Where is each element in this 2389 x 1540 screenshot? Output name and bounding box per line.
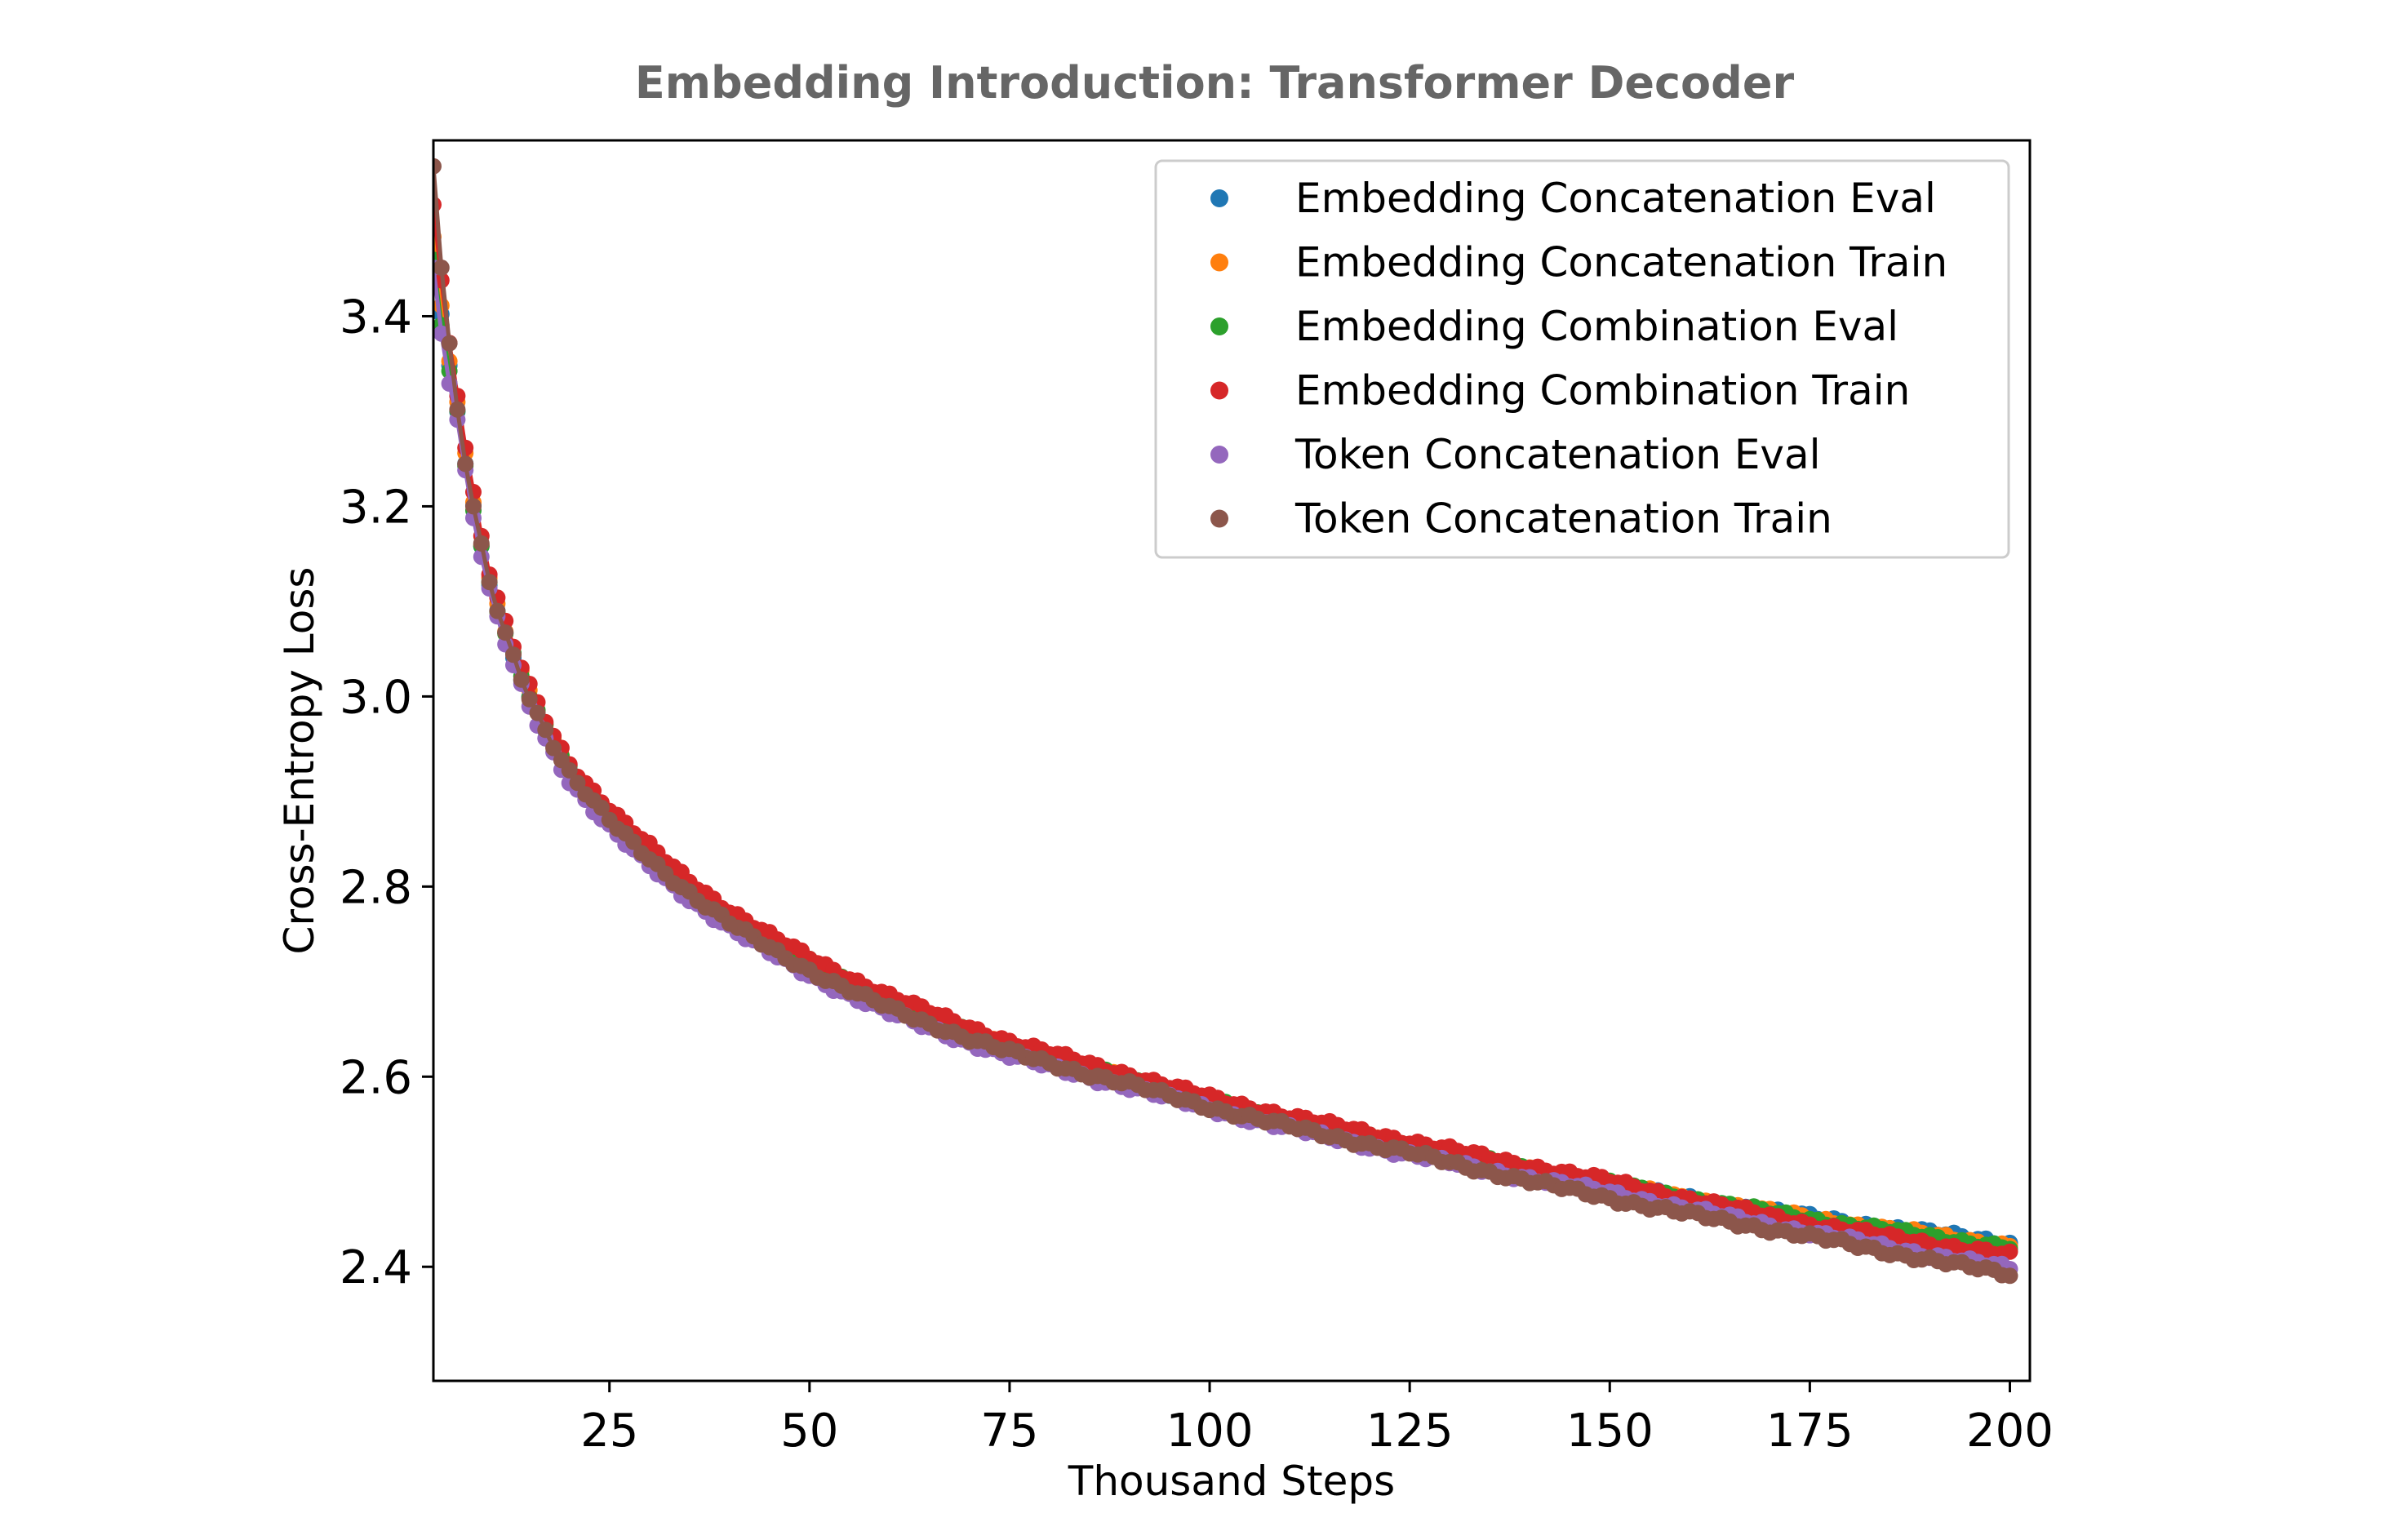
y-axis-label: Cross-Entropy Loss (276, 567, 323, 955)
data-point (473, 535, 490, 552)
x-tick-label: 150 (1566, 1405, 1654, 1458)
x-tick-label: 200 (1966, 1405, 2054, 1458)
data-point (465, 498, 482, 515)
legend-marker (1210, 381, 1228, 400)
data-point (505, 646, 522, 663)
data-point (529, 704, 546, 721)
data-point (593, 799, 610, 816)
x-tick-label: 125 (1366, 1405, 1454, 1458)
data-point (497, 624, 514, 641)
data-point (521, 690, 538, 708)
data-point (569, 774, 586, 792)
legend-marker (1210, 509, 1228, 528)
y-axis: 2.4 2.6 2.8 3.0 3.2 3.4 (340, 291, 433, 1294)
data-point (537, 721, 554, 739)
x-tick-label: 75 (980, 1405, 1038, 1458)
legend-frame (1154, 159, 2010, 559)
y-tick-label: 3.4 (340, 291, 412, 344)
x-tick-label: 100 (1166, 1405, 1254, 1458)
plot-frame (432, 139, 2032, 1382)
x-tick-label: 50 (780, 1405, 838, 1458)
legend-marker (1210, 253, 1228, 272)
data-point (561, 761, 578, 779)
data-point (457, 455, 474, 473)
legend-marker (1210, 446, 1228, 464)
x-tick-label: 25 (580, 1405, 638, 1458)
legend-label: Embedding Combination Eval (1295, 303, 1898, 350)
legend: Embedding Concatenation Eval Embedding Co… (1154, 159, 2010, 559)
data-point (449, 401, 466, 418)
data-point (433, 260, 450, 276)
legend-label: Token Concatenation Eval (1294, 431, 1821, 478)
series-token-concatenation-train (433, 158, 2018, 1285)
legend-label: Token Concatenation Train (1294, 495, 1832, 543)
y-tick-label: 3.2 (340, 481, 412, 534)
data-layer (433, 158, 2018, 1285)
chart-title: Embedding Introduction: Transformer Deco… (635, 57, 1795, 109)
y-tick-label: 2.4 (340, 1241, 412, 1294)
x-axis-label: Thousand Steps (1068, 1458, 1395, 1505)
data-point (513, 671, 530, 688)
legend-label: Embedding Concatenation Train (1295, 239, 1947, 286)
data-point (545, 739, 562, 757)
legend-label: Embedding Combination Train (1295, 367, 1910, 415)
legend-marker (1210, 317, 1228, 335)
data-point (481, 574, 498, 591)
x-axis: 25 50 75 100 125 150 175 200 (580, 1381, 2054, 1458)
y-tick-label: 3.0 (340, 671, 412, 724)
data-point (441, 335, 458, 352)
data-point (433, 158, 442, 175)
data-point (625, 833, 642, 850)
x-tick-label: 175 (1766, 1405, 1854, 1458)
data-point (489, 602, 506, 619)
data-point (2001, 1243, 2018, 1260)
series-group (433, 158, 2018, 1285)
data-point (2001, 1267, 2018, 1285)
y-tick-label: 2.8 (340, 861, 412, 914)
legend-label: Embedding Concatenation Eval (1295, 175, 1936, 222)
legend-marker (1210, 189, 1228, 207)
y-tick-label: 2.6 (340, 1051, 412, 1104)
